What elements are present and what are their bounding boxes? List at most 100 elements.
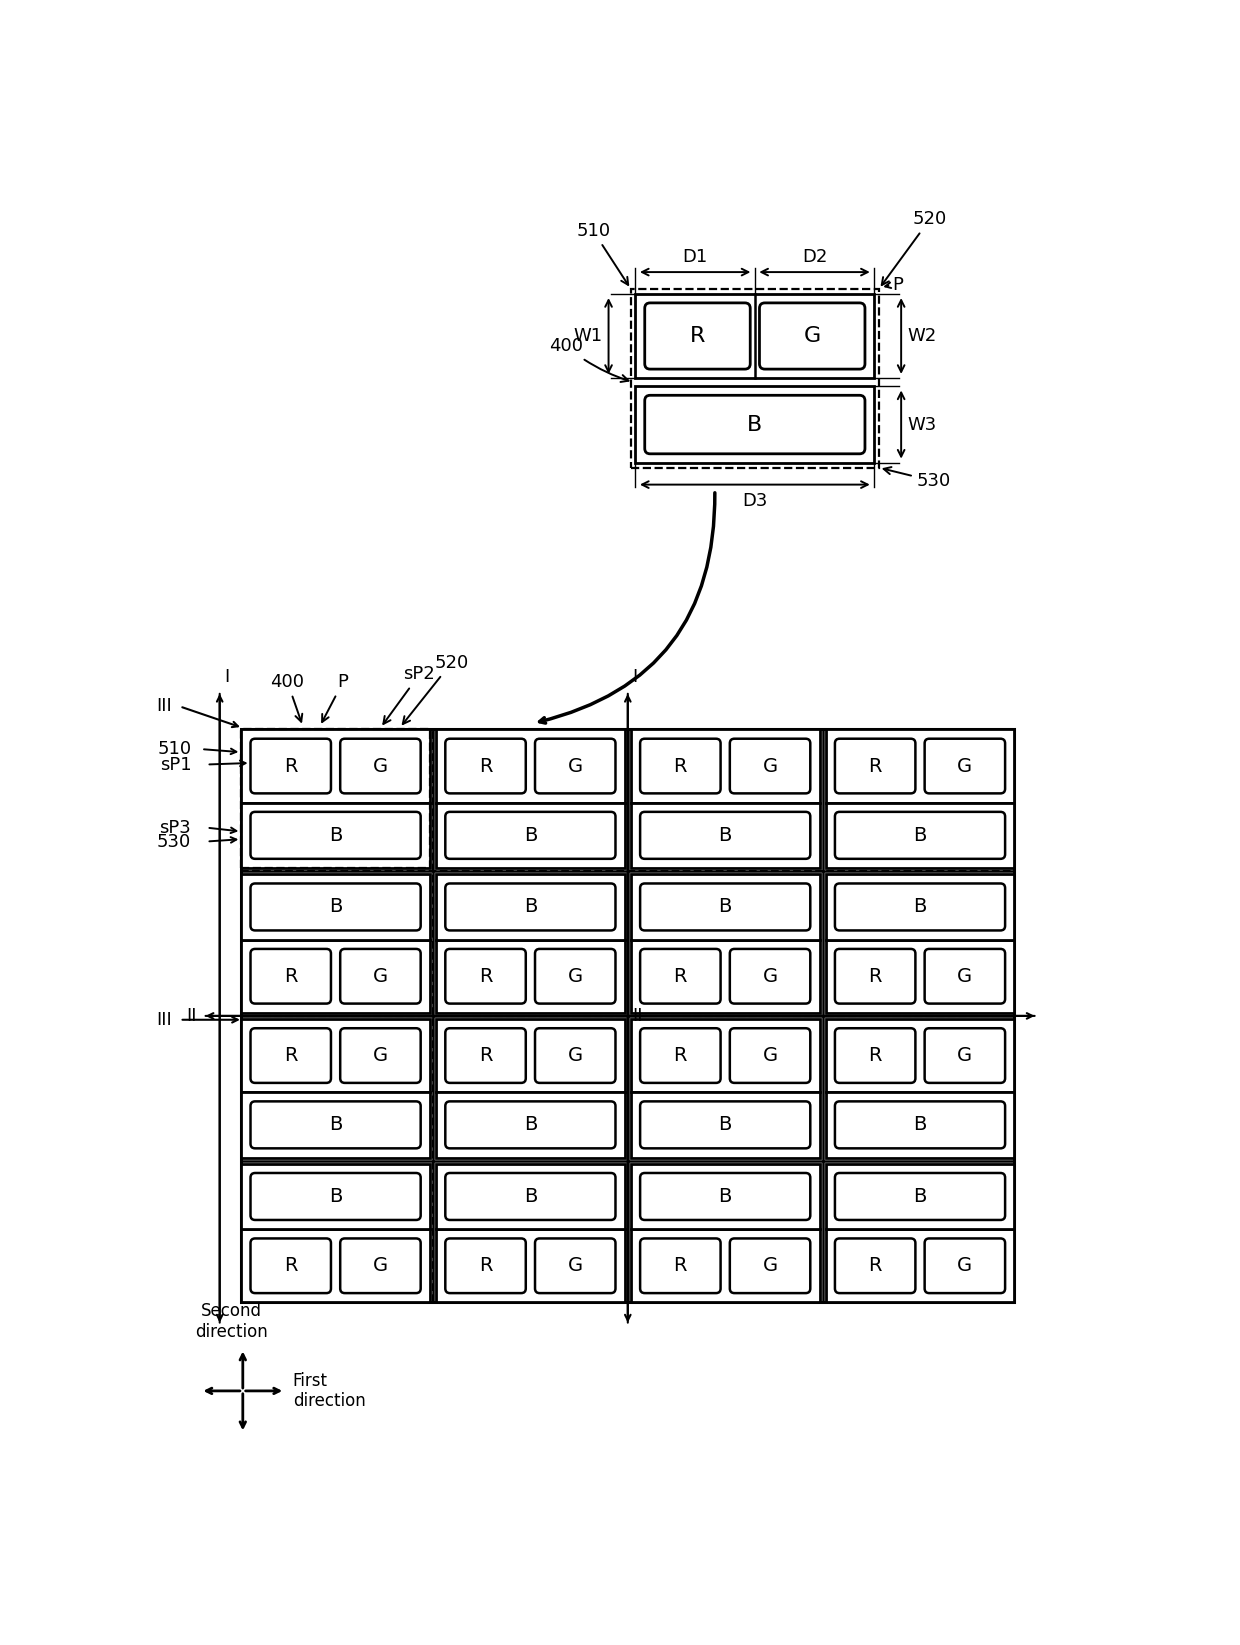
Bar xyxy=(635,387,874,462)
FancyBboxPatch shape xyxy=(925,1028,1006,1082)
Text: R: R xyxy=(479,1046,492,1064)
FancyBboxPatch shape xyxy=(445,1102,615,1148)
FancyBboxPatch shape xyxy=(534,949,615,1003)
Bar xyxy=(242,1018,430,1092)
Bar xyxy=(631,1229,820,1303)
Bar xyxy=(436,1092,625,1158)
Bar xyxy=(631,729,820,803)
FancyBboxPatch shape xyxy=(250,739,331,793)
FancyBboxPatch shape xyxy=(445,739,526,793)
FancyBboxPatch shape xyxy=(445,883,615,931)
Bar xyxy=(242,729,1014,1303)
Text: III: III xyxy=(156,697,172,716)
Text: R: R xyxy=(479,757,492,775)
Bar xyxy=(242,729,430,803)
Bar xyxy=(631,1018,820,1092)
Bar xyxy=(242,729,430,869)
Text: Second
direction: Second direction xyxy=(195,1303,268,1341)
Text: B: B xyxy=(523,1115,537,1135)
Text: 520: 520 xyxy=(403,653,469,724)
Text: B: B xyxy=(523,826,537,846)
FancyBboxPatch shape xyxy=(250,883,420,931)
Text: W2: W2 xyxy=(908,327,936,345)
Text: B: B xyxy=(914,898,926,916)
Text: B: B xyxy=(329,826,342,846)
Text: G: G xyxy=(763,757,777,775)
Text: G: G xyxy=(804,326,821,345)
Text: R: R xyxy=(868,757,882,775)
FancyBboxPatch shape xyxy=(250,1102,420,1148)
FancyBboxPatch shape xyxy=(925,739,1006,793)
FancyBboxPatch shape xyxy=(835,1028,915,1082)
FancyBboxPatch shape xyxy=(640,813,810,859)
Text: 510: 510 xyxy=(157,740,191,758)
Text: B: B xyxy=(523,898,537,916)
FancyBboxPatch shape xyxy=(925,1239,1006,1293)
FancyBboxPatch shape xyxy=(730,1239,810,1293)
Bar xyxy=(242,1229,430,1303)
Text: B: B xyxy=(748,415,763,434)
FancyBboxPatch shape xyxy=(445,1028,526,1082)
Bar xyxy=(242,803,430,869)
Bar xyxy=(631,1092,820,1158)
Text: 530: 530 xyxy=(157,832,191,850)
Text: P: P xyxy=(893,276,904,294)
Text: G: G xyxy=(373,757,388,775)
FancyBboxPatch shape xyxy=(534,1239,615,1293)
FancyBboxPatch shape xyxy=(730,949,810,1003)
Bar xyxy=(631,873,820,939)
Text: 400: 400 xyxy=(270,673,305,722)
Text: R: R xyxy=(673,1046,687,1064)
Text: 400: 400 xyxy=(549,337,629,382)
FancyBboxPatch shape xyxy=(835,1173,1006,1221)
Bar xyxy=(242,939,430,1013)
Bar xyxy=(631,1163,820,1229)
Text: 510: 510 xyxy=(577,222,629,285)
Text: D3: D3 xyxy=(743,492,768,510)
FancyBboxPatch shape xyxy=(340,1028,420,1082)
Bar xyxy=(826,939,1014,1013)
Bar xyxy=(826,1163,1014,1229)
Text: G: G xyxy=(763,1257,777,1275)
Bar xyxy=(631,803,820,869)
Text: B: B xyxy=(523,1188,537,1206)
FancyBboxPatch shape xyxy=(759,303,866,368)
Text: D2: D2 xyxy=(802,248,827,266)
Text: B: B xyxy=(914,1115,926,1135)
Bar xyxy=(242,1163,430,1229)
Text: 530: 530 xyxy=(884,467,951,490)
FancyBboxPatch shape xyxy=(835,883,1006,931)
FancyBboxPatch shape xyxy=(640,739,720,793)
FancyBboxPatch shape xyxy=(645,303,750,368)
FancyBboxPatch shape xyxy=(340,1239,420,1293)
FancyBboxPatch shape xyxy=(250,1173,420,1221)
Bar xyxy=(436,803,625,869)
FancyBboxPatch shape xyxy=(534,739,615,793)
Text: R: R xyxy=(868,967,882,985)
Text: G: G xyxy=(957,1046,972,1064)
Text: G: G xyxy=(373,1046,388,1064)
Text: I: I xyxy=(632,668,637,686)
FancyBboxPatch shape xyxy=(925,949,1006,1003)
FancyBboxPatch shape xyxy=(640,949,720,1003)
Bar xyxy=(635,294,874,378)
Bar xyxy=(436,939,625,1013)
Text: B: B xyxy=(718,1188,732,1206)
Text: B: B xyxy=(718,1115,732,1135)
FancyBboxPatch shape xyxy=(250,813,420,859)
Text: B: B xyxy=(718,898,732,916)
Text: P: P xyxy=(322,673,348,722)
Text: R: R xyxy=(284,1046,298,1064)
Text: R: R xyxy=(284,1257,298,1275)
FancyBboxPatch shape xyxy=(835,1102,1006,1148)
Text: W1: W1 xyxy=(573,327,603,345)
FancyBboxPatch shape xyxy=(835,813,1006,859)
FancyBboxPatch shape xyxy=(640,1173,810,1221)
Text: 520: 520 xyxy=(882,211,947,285)
Bar xyxy=(631,290,879,467)
Bar xyxy=(436,1229,625,1303)
Text: sP2: sP2 xyxy=(383,666,435,724)
FancyBboxPatch shape xyxy=(640,1028,720,1082)
Text: sP3: sP3 xyxy=(160,819,191,837)
Text: G: G xyxy=(373,967,388,985)
